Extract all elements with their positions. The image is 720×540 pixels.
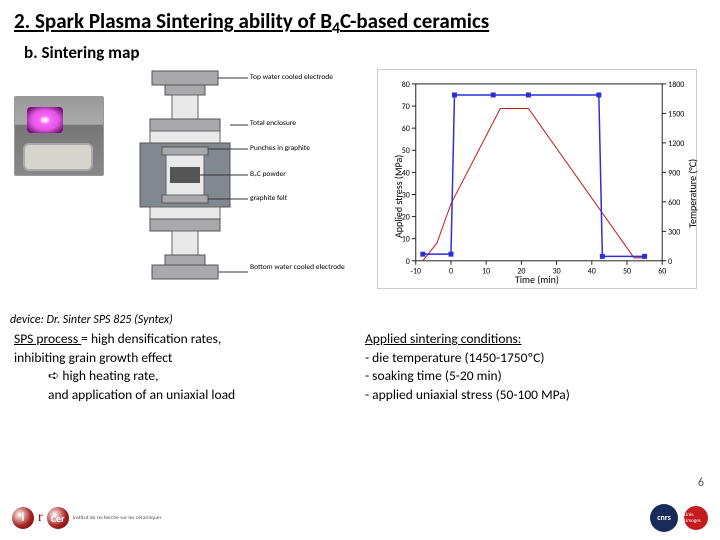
device-caption: device: Dr. Sinter SPS 825 (Syntex) — [10, 313, 371, 327]
x-axis-label: Time (min) — [378, 273, 696, 286]
title-suffix: C-based ceramics — [340, 8, 489, 34]
svg-text:1800: 1800 — [668, 80, 684, 90]
cnrs-logo: cnrs — [650, 504, 678, 532]
label-felt: graphite felt — [250, 194, 287, 203]
title-prefix: 2. Spark Plasma Sintering ability of B — [14, 8, 332, 34]
sps-description: SPS process = high densification rates, … — [14, 329, 355, 405]
label-enclosure: Total enclosure — [250, 119, 296, 128]
label-bottom-electrode: Bottom water cooled electrode — [250, 263, 345, 272]
footer-bar: i r Cer institut de recherche sur les cé… — [0, 496, 720, 540]
label-punches: Punches in graphite — [250, 144, 310, 153]
svg-text:1200: 1200 — [668, 139, 684, 149]
svg-text:0: 0 — [406, 257, 410, 267]
unilim-logo: Univ. Limoges — [684, 506, 708, 530]
page-number: 6 — [698, 476, 704, 490]
sintering-chart: -100102030405060010203040506070800300600… — [377, 69, 697, 289]
device-schematic: Top water cooled electrode Total enclosu… — [110, 69, 280, 309]
svg-text:0: 0 — [668, 257, 672, 267]
svg-text:900: 900 — [668, 169, 680, 179]
svg-text:600: 600 — [668, 198, 680, 208]
device-photo — [14, 96, 104, 176]
applied-conditions: Applied sintering conditions: - die temp… — [365, 329, 706, 405]
title-subscript: 4 — [332, 19, 340, 38]
svg-text:300: 300 — [668, 227, 680, 237]
svg-text:1500: 1500 — [668, 110, 684, 120]
label-powder: B₄C powder — [250, 170, 286, 179]
page-title: 2. Spark Plasma Sintering ability of B4C… — [0, 0, 720, 38]
label-top-electrode: Top water cooled electrode — [250, 73, 333, 82]
y-left-axis-label: Applied stress (MPa) — [392, 73, 405, 238]
section-subtitle: b. Sintering map — [0, 38, 720, 63]
y-right-axis-label: Temperature (°C) — [686, 76, 699, 229]
ircer-logo: i r Cer institut de recherche sur les cé… — [12, 507, 162, 529]
